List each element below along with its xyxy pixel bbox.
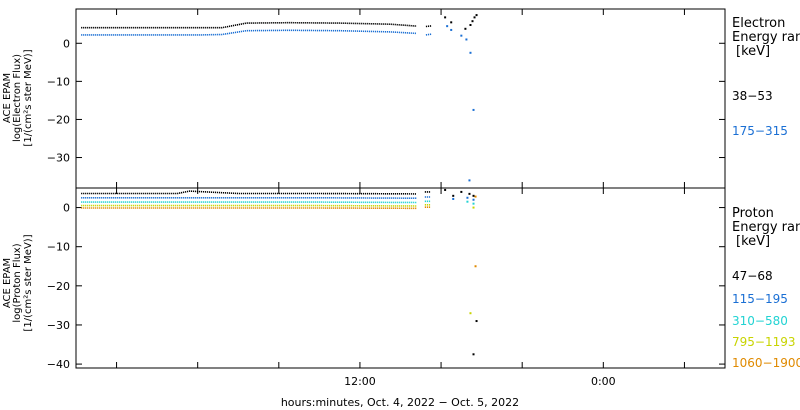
data-point [452,194,455,197]
proton-legend: Proton Energy ranges [keV] 47−68 115−195… [732,206,800,370]
proton-panel: 0−10−20−30−40 ACE EPAM log(Proton Flux) … [2,187,800,371]
data-point [471,20,474,23]
series-115-195 [81,196,475,201]
data-point [474,195,477,198]
electron-x-ticks [116,9,685,188]
proton-y-axis: 0 −10 −20 −30 −40 [47,202,725,371]
electron-y-tick-label: −30 [47,152,70,165]
proton-ylabel-line-3: [1/(cm²s ster MeV)] [23,234,34,331]
electron-y-axis: 0 −10 −20 −30 [47,37,725,165]
data-point [469,51,472,54]
data-point [473,16,476,19]
series-line [81,21,417,29]
data-point [472,353,475,356]
series-795-1193 [81,204,475,315]
data-point [469,312,472,315]
data-point [460,34,463,37]
data-point [468,192,471,195]
data-point [452,197,455,200]
series-line [425,25,432,28]
data-point [469,23,472,26]
series-line [81,29,417,36]
proton-legend-entry-115-195: 115−195 [732,292,788,306]
data-point [465,38,468,41]
series-1060-1900 [81,195,477,268]
data-point [468,179,471,182]
electron-ylabel-line-2: log(Electron Flux) [12,54,23,142]
proton-x-ticks [116,188,685,368]
data-point [460,190,463,193]
series-line [425,33,433,36]
electron-series [81,14,478,182]
series-175-315 [81,25,475,182]
proton-ylabel-line-1: ACE EPAM [2,258,13,308]
series-line [81,190,417,195]
electron-legend-title-3: [keV] [736,44,770,59]
proton-legend-entry-47-68: 47−68 [732,269,773,283]
data-point [464,27,467,30]
proton-y-tick-label: −40 [47,358,70,371]
proton-legend-title-1: Proton [732,206,774,221]
data-point [474,265,477,268]
data-point [472,206,475,209]
electron-panel: 0 −10 −20 −30 ACE EPAM log(Electron Flux) [… [2,8,800,189]
data-point [446,25,449,28]
electron-legend-entry-175-315: 175−315 [732,124,788,138]
proton-legend-title-3: [keV] [736,234,770,249]
electron-ylabel-line-3: [1/(cm²s ster MeV)] [23,49,34,146]
series-310-580 [81,200,475,205]
electron-y-tick-label: −20 [47,113,70,126]
electron-y-tick-label: 0 [63,37,70,50]
proton-plot-frame [75,187,726,369]
x-tick-label: 12:00 [344,375,376,388]
data-point [450,28,453,31]
electron-legend-title-1: Electron [732,16,785,31]
data-point [444,188,447,191]
electron-legend: Electron Energy ranges [keV] 38−53 175−3… [732,16,800,138]
series-47-68 [81,188,478,356]
proton-series [81,188,478,356]
proton-legend-entry-310-580: 310−580 [732,314,788,328]
electron-legend-entry-38-53: 38−53 [732,89,773,103]
proton-y-tick-label: −30 [47,319,70,332]
data-point [466,200,469,203]
proton-ylabel-line-2: log(Proton Flux) [12,243,23,322]
electron-legend-title-2: Energy ranges [732,30,800,45]
proton-y-tick-label: −10 [47,241,70,254]
data-point [444,16,447,19]
series-38-53 [81,14,478,30]
data-point [472,202,475,205]
electron-ylabel-line-1: ACE EPAM [2,73,13,123]
proton-y-tick-label: −20 [47,280,70,293]
data-point [450,21,453,24]
proton-y-tick-label: 0 [63,202,70,215]
data-point [475,14,478,17]
data-point [472,198,475,201]
data-point [472,194,475,197]
electron-y-tick-label: −10 [47,75,70,88]
x-axis-labels: 12:00 0:00 [344,375,616,388]
x-tick-label: 0:00 [591,375,616,388]
data-point [475,320,478,323]
data-point [472,108,475,111]
proton-legend-title-2: Energy ranges [732,220,800,235]
proton-legend-entry-795-1193: 795−1193 [732,335,796,349]
proton-legend-entry-1060-1900: 1060−1900 [732,356,800,370]
x-axis-title: hours:minutes, Oct. 4, 2022 − Oct. 5, 20… [281,396,519,409]
data-point [466,196,469,199]
